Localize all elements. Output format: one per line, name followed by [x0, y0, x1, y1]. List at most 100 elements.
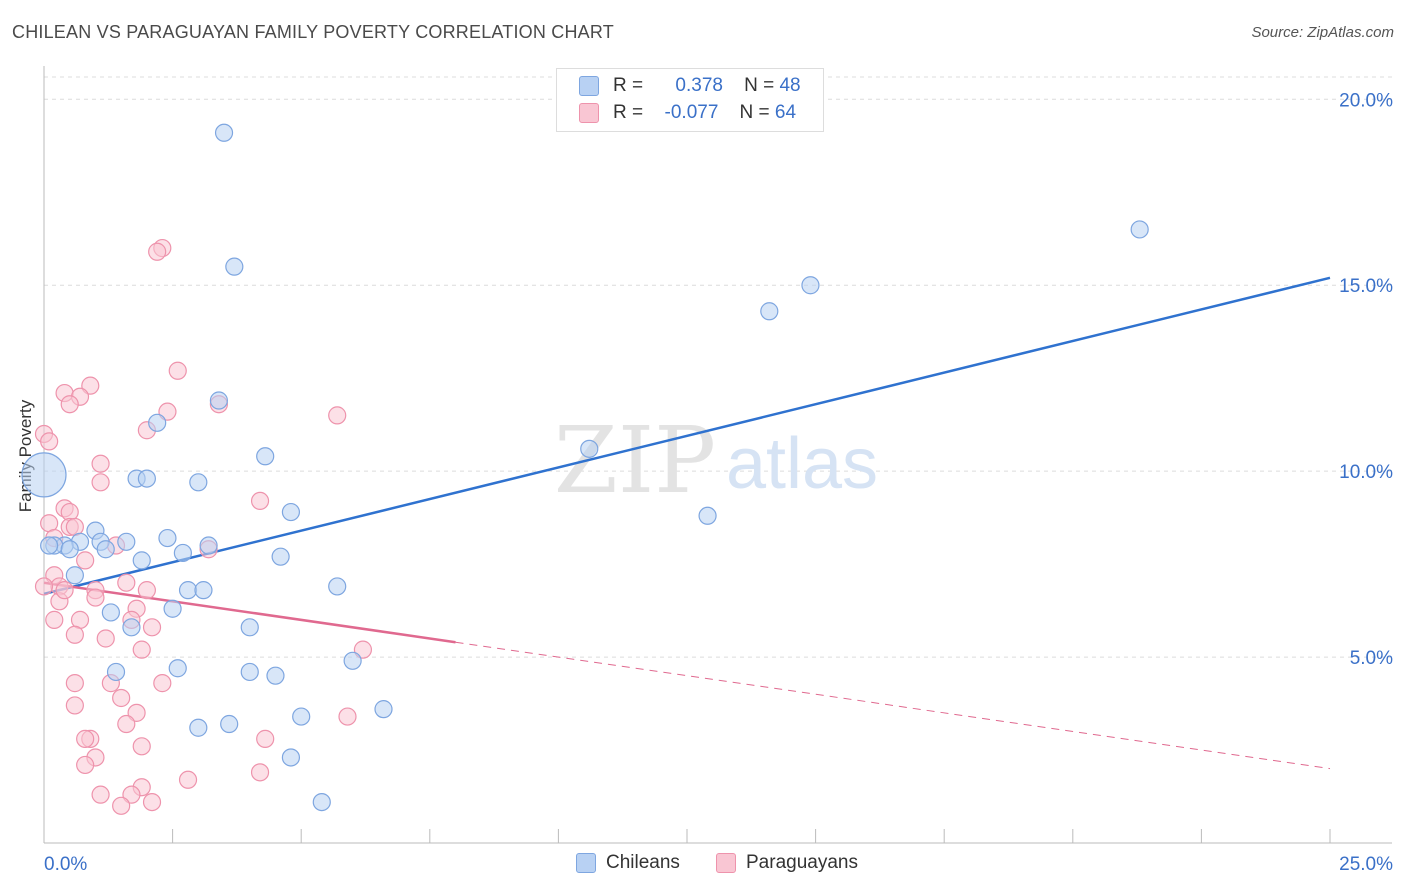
- paraguayans-point: [142, 618, 162, 637]
- chileans-point: [148, 413, 167, 432]
- chileans-point: [374, 700, 393, 719]
- paraguayans-point: [178, 770, 198, 789]
- chileans-legend-label: Chileans: [606, 852, 680, 873]
- chileans-point: [117, 532, 136, 551]
- x-tick-label-max: 25.0%: [1339, 854, 1393, 875]
- paraguayans-point: [117, 573, 136, 592]
- chileans-point: [214, 123, 234, 142]
- correlation-legend: R = 0.378 N = 48 R = -0.077 N = 64: [556, 68, 824, 132]
- paraguayans-point: [65, 625, 84, 644]
- paraguayans-point: [127, 703, 146, 722]
- paraguayans-point: [76, 729, 95, 748]
- r-label: R =: [613, 75, 644, 96]
- watermark-atlas: atlas: [726, 424, 878, 504]
- paraguayans-point: [40, 432, 59, 451]
- chileans-point: [178, 581, 198, 600]
- paraguayans-point: [76, 551, 95, 570]
- legend-row-paraguayans: R = -0.077 N = 64: [579, 102, 796, 126]
- paraguayans-point: [112, 796, 131, 815]
- paraguayans-point: [65, 674, 84, 693]
- chileans-point: [271, 547, 290, 566]
- axes: [43, 66, 1392, 844]
- paraguayans-point: [86, 588, 105, 607]
- chileans-point: [163, 599, 182, 618]
- paraguayans-point: [60, 395, 79, 414]
- chileans-point: [312, 792, 331, 812]
- chileans-point: [801, 276, 820, 295]
- paraguayans-point: [65, 696, 84, 715]
- paraguayans-legend-label: Paraguayans: [746, 852, 858, 873]
- chileans-point: [60, 540, 79, 559]
- chileans-point: [106, 662, 126, 682]
- paraguayans-point: [81, 376, 100, 395]
- chileans-swatch: [579, 75, 599, 96]
- n-label: N =: [739, 102, 770, 123]
- chileans-point: [101, 603, 120, 622]
- x-tick-label-min: 0.0%: [44, 854, 87, 875]
- paraguayans-point: [132, 737, 151, 756]
- paraguayans-point: [256, 729, 275, 748]
- chileans-point: [132, 551, 151, 570]
- chileans-point: [137, 469, 156, 488]
- paraguayans-point: [117, 714, 136, 734]
- chileans-point: [580, 439, 599, 458]
- chart-title: CHILEAN VS PARAGUAYAN FAMILY POVERTY COR…: [12, 22, 614, 42]
- paraguayans-point: [153, 674, 172, 693]
- grid-lines: [44, 76, 1392, 658]
- chileans-point: [698, 506, 717, 525]
- y-tick-label: 15.0%: [1339, 276, 1393, 297]
- paraguayans-point: [55, 581, 74, 600]
- paraguayans-point: [148, 242, 167, 261]
- paraguayans-point: [353, 640, 373, 659]
- n-label: N =: [744, 75, 775, 96]
- chileans-point: [1130, 220, 1149, 239]
- paraguayans-point: [34, 577, 54, 596]
- paraguayans-point: [338, 707, 357, 726]
- r-label: R =: [613, 102, 644, 123]
- chileans-point: [266, 666, 285, 685]
- chileans-point: [281, 502, 301, 522]
- chileans-point: [40, 536, 59, 555]
- paraguayans-point: [91, 473, 110, 492]
- watermark: ZIP atlas: [554, 407, 878, 514]
- chileans-point: [168, 659, 187, 678]
- paraguayans-r-value: -0.077: [664, 102, 719, 123]
- chileans-point: [760, 302, 779, 321]
- bottom-legend-paraguayans: Paraguayans: [716, 852, 858, 874]
- paraguayans-trend-extension: [455, 641, 1331, 770]
- chileans-point: [189, 718, 208, 737]
- chileans-point: [343, 651, 362, 670]
- paraguayans-point: [158, 402, 177, 421]
- paraguayans-point: [96, 629, 115, 648]
- paraguayans-point: [91, 785, 110, 804]
- chileans-point: [173, 543, 192, 563]
- chileans-point: [194, 581, 213, 600]
- paraguayans-point: [76, 755, 95, 775]
- tick-labels: 5.0% 10.0% 15.0% 20.0% 0.0% 25.0%: [44, 90, 1393, 875]
- legend-row-chileans: R = 0.378 N = 48: [579, 75, 801, 99]
- chileans-point: [209, 391, 228, 410]
- y-tick-label: 10.0%: [1339, 462, 1393, 483]
- paraguayans-n-value: 64: [774, 102, 797, 123]
- paraguayans-point: [122, 785, 141, 804]
- bottom-legend-chileans: Chileans: [576, 852, 680, 874]
- chileans-r-value: 0.378: [675, 75, 723, 96]
- paraguayans-point: [137, 581, 156, 600]
- chileans-point: [256, 447, 275, 466]
- y-tick-label: 20.0%: [1339, 90, 1393, 111]
- paraguayans-swatch: [579, 102, 599, 123]
- paraguayans-point: [250, 763, 270, 782]
- paraguayans-point: [250, 491, 270, 511]
- y-tick-label: 5.0%: [1350, 648, 1393, 669]
- watermark-zip: ZIP: [554, 407, 716, 514]
- paraguayans-point: [132, 640, 151, 659]
- paraguayans-legend-swatch: [716, 852, 736, 873]
- paraguayans-point: [168, 361, 187, 380]
- chileans-point: [96, 540, 115, 559]
- source-label: Source: ZipAtlas.com: [1251, 24, 1394, 41]
- chileans-point: [199, 536, 218, 555]
- chileans-point: [21, 452, 67, 498]
- chileans-point: [220, 714, 239, 734]
- trend-lines: [43, 276, 1331, 770]
